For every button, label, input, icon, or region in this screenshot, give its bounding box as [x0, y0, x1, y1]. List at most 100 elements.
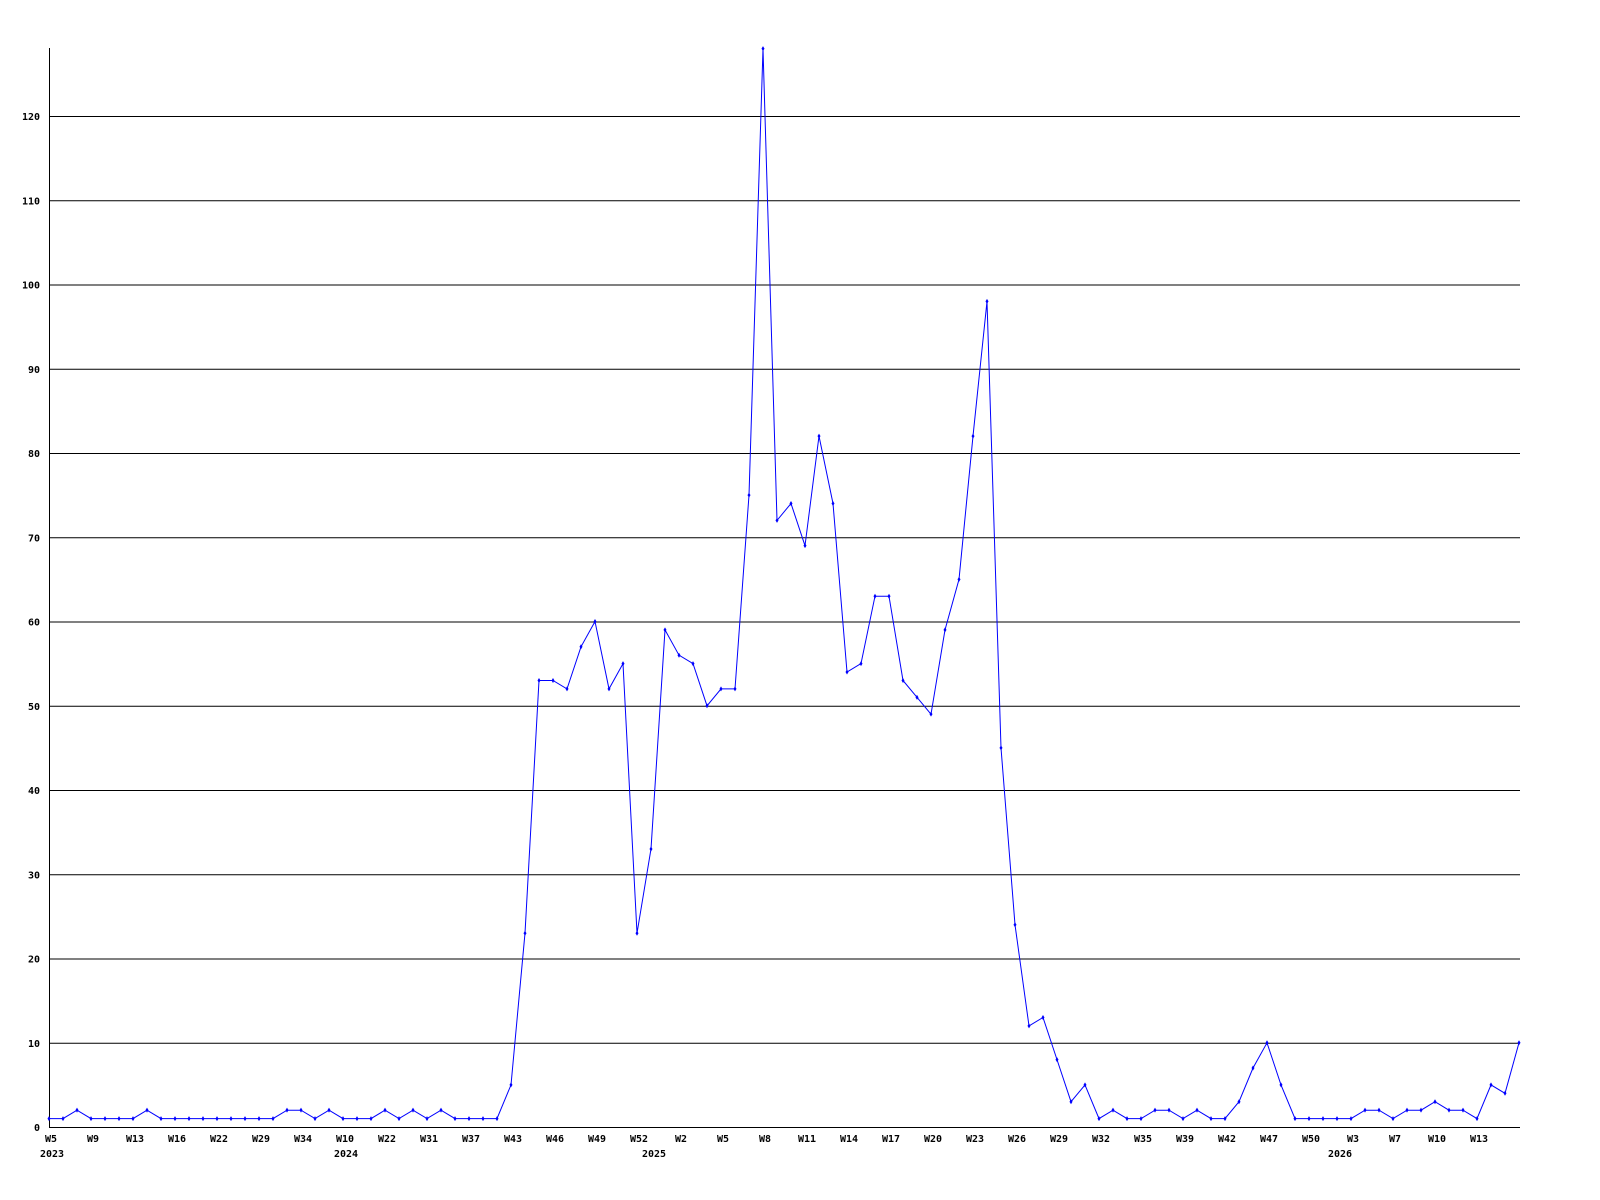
data-point [1433, 1099, 1437, 1105]
data-point [271, 1116, 275, 1122]
y-tick-label: 10 [28, 1039, 40, 1050]
data-point [607, 686, 611, 692]
x-tick-label: W16 [168, 1134, 186, 1145]
x-tick-label: W49 [588, 1134, 606, 1145]
x-tick-label: W42 [1218, 1134, 1236, 1145]
data-point [47, 1116, 51, 1122]
data-point [551, 677, 555, 683]
x-tick-label: W17 [882, 1134, 900, 1145]
data-point [859, 661, 863, 667]
data-point [1153, 1107, 1157, 1113]
x-tick-label: W32 [1092, 1134, 1110, 1145]
data-point [1069, 1099, 1073, 1105]
data-point [1419, 1107, 1423, 1113]
x-tick-label: W31 [420, 1134, 438, 1145]
y-tick-label: 90 [28, 365, 40, 376]
x-tick-label: W26 [1008, 1134, 1026, 1145]
data-point [103, 1116, 107, 1122]
x-tick-label: W47 [1260, 1134, 1278, 1145]
data-point [89, 1116, 93, 1122]
data-point [1447, 1107, 1451, 1113]
year-label: 2025 [642, 1149, 666, 1160]
data-point [523, 930, 527, 936]
data-point [537, 677, 541, 683]
data-point [1307, 1116, 1311, 1122]
data-point [565, 686, 569, 692]
data-point [1461, 1107, 1465, 1113]
data-point [943, 627, 947, 633]
data-point [705, 703, 709, 709]
data-point [1195, 1107, 1199, 1113]
data-point [75, 1107, 79, 1113]
y-tick-label: 0 [34, 1123, 40, 1134]
data-point [1237, 1099, 1241, 1105]
x-tick-label: W46 [546, 1134, 564, 1145]
data-point [635, 930, 639, 936]
data-point [747, 492, 751, 498]
data-point [243, 1116, 247, 1122]
data-point [1139, 1116, 1143, 1122]
x-tick-label: W11 [798, 1134, 816, 1145]
data-point [257, 1116, 261, 1122]
data-point [831, 501, 835, 507]
data-point [383, 1107, 387, 1113]
year-label: 2026 [1328, 1149, 1352, 1160]
data-point [761, 46, 765, 52]
data-point [1097, 1116, 1101, 1122]
y-tick-label: 110 [22, 196, 40, 207]
data-point [1223, 1116, 1227, 1122]
y-axis-ticks: 0 10 20 30 40 50 60 70 80 90 100 110 120 [22, 112, 40, 1134]
data-point [1027, 1023, 1031, 1029]
data-point [621, 661, 625, 667]
data-point [1265, 1040, 1269, 1046]
x-tick-label: W13 [126, 1134, 144, 1145]
year-label: 2023 [40, 1149, 64, 1160]
data-point [579, 644, 583, 650]
data-point [145, 1107, 149, 1113]
data-point [1251, 1065, 1255, 1071]
series-line [49, 48, 1520, 1120]
data-point [299, 1107, 303, 1113]
data-point [285, 1107, 289, 1113]
data-point [1083, 1082, 1087, 1088]
data-point [887, 593, 891, 599]
data-point [999, 745, 1003, 751]
data-point [1405, 1107, 1409, 1113]
y-tick-label: 100 [22, 281, 40, 292]
data-point [663, 627, 667, 633]
data-point [1279, 1082, 1283, 1088]
data-point [719, 686, 723, 692]
data-point [495, 1116, 499, 1122]
data-point [1489, 1082, 1493, 1088]
data-point [425, 1116, 429, 1122]
data-point [691, 661, 695, 667]
y-tick-label: 20 [28, 955, 40, 966]
x-tick-label: W13 [1470, 1134, 1488, 1145]
data-point [803, 543, 807, 549]
data-point [509, 1082, 513, 1088]
data-point [1167, 1107, 1171, 1113]
data-point [1391, 1116, 1395, 1122]
data-point [1055, 1057, 1059, 1063]
x-tick-label: W8 [759, 1134, 771, 1145]
data-point [173, 1116, 177, 1122]
year-labels: 2023 2024 2025 2026 [40, 1149, 1352, 1160]
x-tick-label: W39 [1176, 1134, 1194, 1145]
x-tick-label: W50 [1302, 1134, 1320, 1145]
x-tick-label: W14 [840, 1134, 858, 1145]
data-point [775, 517, 779, 523]
data-point [481, 1116, 485, 1122]
x-tick-label: W20 [924, 1134, 942, 1145]
x-tick-label: W22 [378, 1134, 396, 1145]
data-point [467, 1116, 471, 1122]
data-point [341, 1116, 345, 1122]
data-point [649, 846, 653, 852]
data-point [117, 1116, 121, 1122]
data-point [229, 1116, 233, 1122]
x-tick-label: W43 [504, 1134, 522, 1145]
x-axis-ticks: W5 W9 W13 W16 W22 W29 W34 W10 W22 W31 W37 W43 W46 W49… [45, 1134, 1488, 1145]
data-point [1181, 1116, 1185, 1122]
data-point [1335, 1116, 1339, 1122]
data-point [915, 694, 919, 700]
data-point [901, 677, 905, 683]
